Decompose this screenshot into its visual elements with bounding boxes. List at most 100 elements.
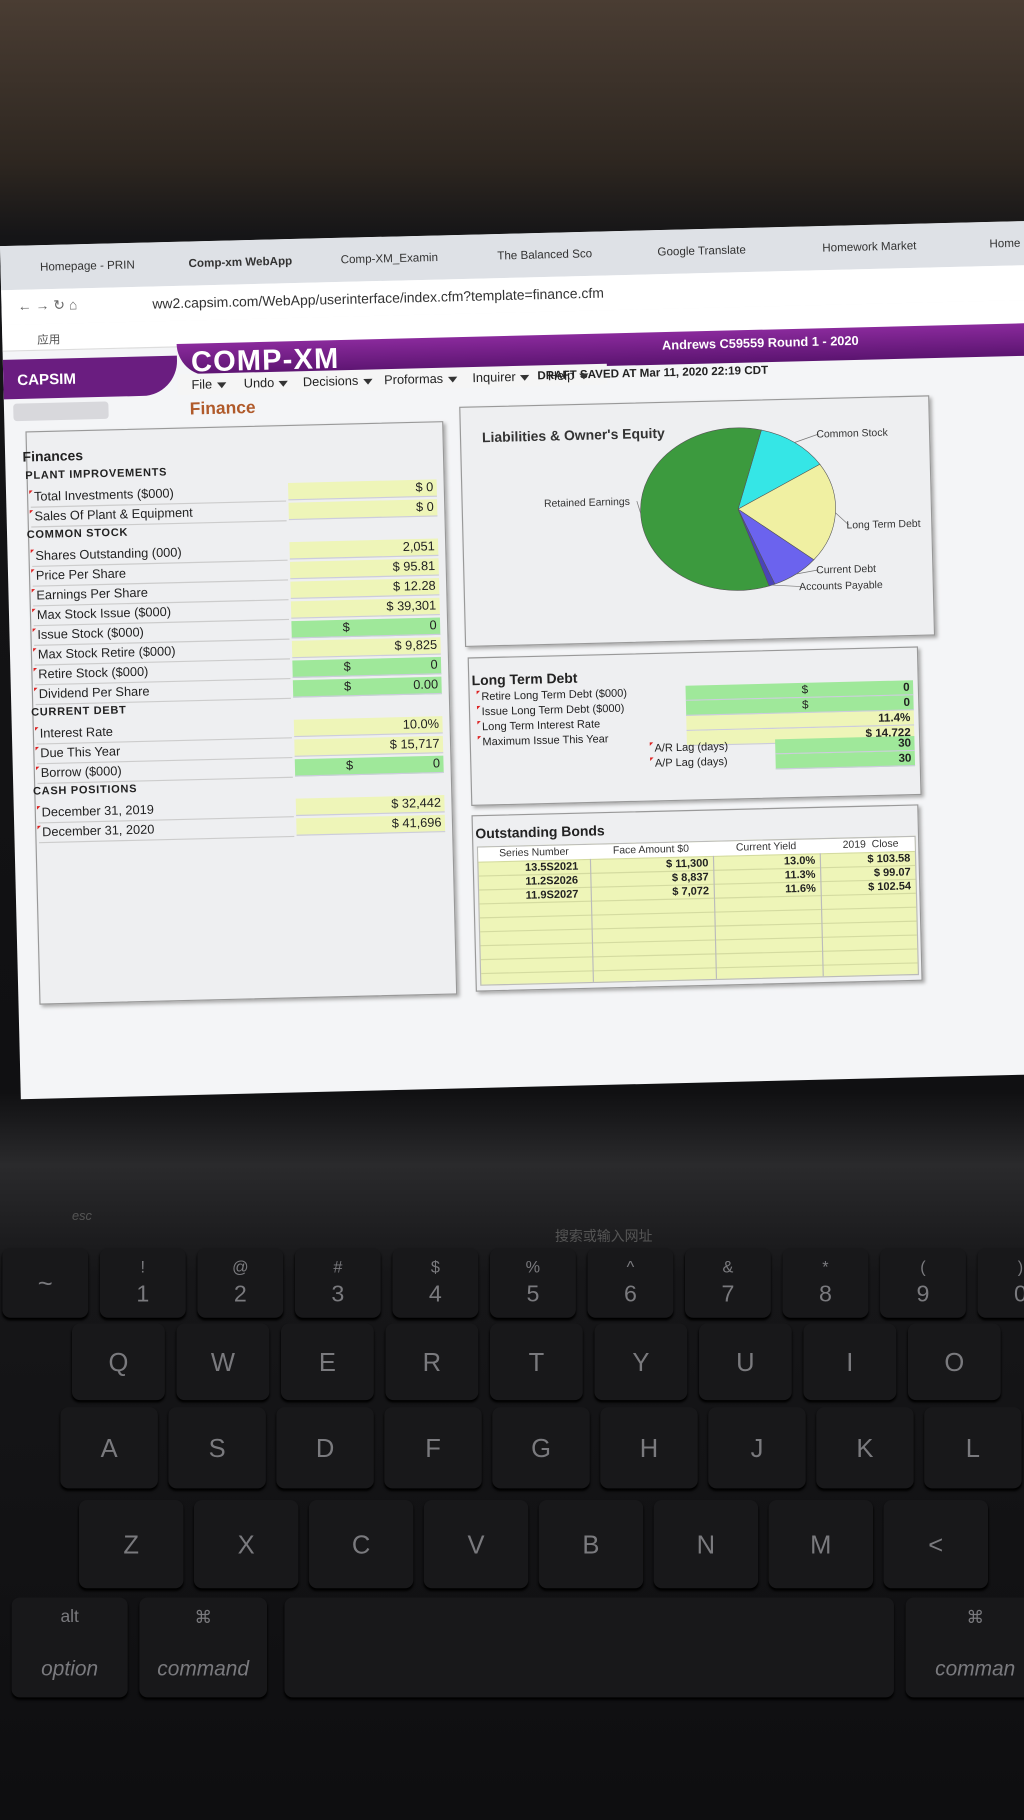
key[interactable]: B [538,1500,644,1589]
browser-tab[interactable]: Google Translate [657,244,747,260]
key[interactable]: ~ [2,1248,89,1318]
key-label: C [351,1530,371,1560]
key[interactable]: ⌘ comman [905,1597,1024,1698]
key-label: command [157,1656,250,1680]
key-shift-label: $ [430,1257,440,1276]
browser-tab[interactable]: The Balanced Sco [497,247,593,264]
key[interactable]: D [276,1407,374,1489]
touch-bar-search[interactable]: 搜索或输入网址 [554,1228,653,1245]
key[interactable] [284,1597,894,1698]
input-field[interactable]: $0 [292,656,442,678]
menu-item[interactable]: Decisions [302,374,359,390]
key[interactable]: #3 [294,1248,381,1318]
key[interactable]: < [883,1500,989,1589]
key[interactable]: T [489,1323,583,1401]
key-label: K [856,1433,874,1463]
value: 0.00 [413,677,439,693]
key[interactable]: L [924,1407,1022,1489]
field-label: Shares Outstanding (000) [35,545,182,564]
key[interactable]: $4 [392,1248,479,1318]
key[interactable]: (9 [880,1248,966,1318]
key-label: W [210,1347,235,1377]
value: $ 32,442 [391,796,442,812]
key[interactable]: Z [78,1500,184,1589]
key[interactable]: H [600,1407,698,1489]
key[interactable]: A [60,1407,158,1489]
key[interactable]: C [308,1500,414,1589]
key-label: 1 [136,1281,150,1308]
table-rule [481,962,918,975]
key[interactable]: W [176,1323,270,1401]
key[interactable]: I [803,1323,897,1401]
table-rule [712,841,718,979]
menu-item[interactable]: Proformas [384,372,444,388]
field-label: December 31, 2020 [42,823,155,840]
table-cell: $ 7,072 [672,884,710,899]
browser-tab[interactable]: Homepage - PRIN [39,259,136,275]
value: 11.4% [877,711,911,726]
key[interactable]: J [708,1407,806,1489]
touch-bar-key[interactable]: esc [71,1209,92,1224]
key-label: < [928,1530,944,1560]
key[interactable]: * 8 [782,1248,869,1318]
key-shift-label: ! [140,1257,146,1276]
key[interactable]: alt option [11,1597,128,1698]
value-field: $ 32,442 [295,795,445,817]
menu-item[interactable]: Undo [243,376,275,392]
key[interactable]: Y [594,1323,688,1401]
value: 0 [429,618,437,633]
key[interactable]: F [384,1407,482,1489]
key[interactable]: R [385,1323,479,1401]
pie-slice [737,463,836,561]
key[interactable]: V [423,1500,529,1589]
menu-item[interactable]: File [191,377,213,393]
key[interactable]: S [168,1407,266,1489]
key-label: L [965,1433,981,1463]
brand: CAPSIM [16,369,77,389]
key-label: I [846,1347,854,1377]
key-label: T [528,1347,545,1377]
bookmark[interactable]: 应用 [37,334,61,348]
input-field[interactable]: $0 [294,755,444,777]
key-label: 5 [526,1281,540,1308]
input-field[interactable]: $0 [291,617,441,639]
value: $ 15,717 [389,737,440,753]
table-cell: $ 8,837 [671,871,709,885]
key[interactable]: & 7 [684,1248,771,1318]
key[interactable]: @2 [197,1248,284,1318]
key[interactable]: K [816,1407,914,1489]
value: $ 12.28 [392,579,436,595]
key[interactable]: M [768,1500,874,1589]
key[interactable]: X [193,1500,299,1589]
value: $ 39,301 [386,598,437,615]
value: 0 [430,658,438,673]
key[interactable]: ! 1 [99,1248,186,1318]
menu-item[interactable]: Help [547,369,575,384]
legend-label: Current Debt [816,564,876,576]
key[interactable]: ⌘ command [139,1597,268,1698]
browser-tab[interactable]: Home [989,237,1021,251]
key[interactable]: N [653,1500,759,1589]
key[interactable]: E [280,1323,374,1401]
value-field: $ 0 [287,479,437,501]
currency: $ [801,683,809,697]
browser-tab[interactable]: Homework Market [822,239,917,256]
panel-title: Long Term Debt [471,669,578,689]
input-field[interactable]: $0.00 [292,676,442,698]
key-label: O [944,1347,965,1377]
key[interactable]: O [907,1323,1001,1401]
browser-tab[interactable]: Comp-xm WebApp [188,255,293,271]
key[interactable]: G [492,1407,590,1489]
menu-item[interactable]: Inquirer [472,370,516,386]
input-field[interactable]: 30 [775,751,916,770]
browser-tab[interactable]: Comp-XM_Examin [340,251,439,267]
key[interactable]: % 5 [489,1248,576,1318]
key[interactable]: )0 [977,1248,1024,1318]
key[interactable]: Q [71,1323,165,1401]
table-cell: 11.9S2027 [525,888,579,903]
url[interactable]: ww2.capsim.com/WebApp/userinterface/inde… [152,284,605,313]
button[interactable] [13,401,109,422]
key[interactable]: U [698,1323,792,1401]
key[interactable]: ^ 6 [587,1248,674,1318]
field-label: Max Stock Issue ($000) [36,605,172,623]
